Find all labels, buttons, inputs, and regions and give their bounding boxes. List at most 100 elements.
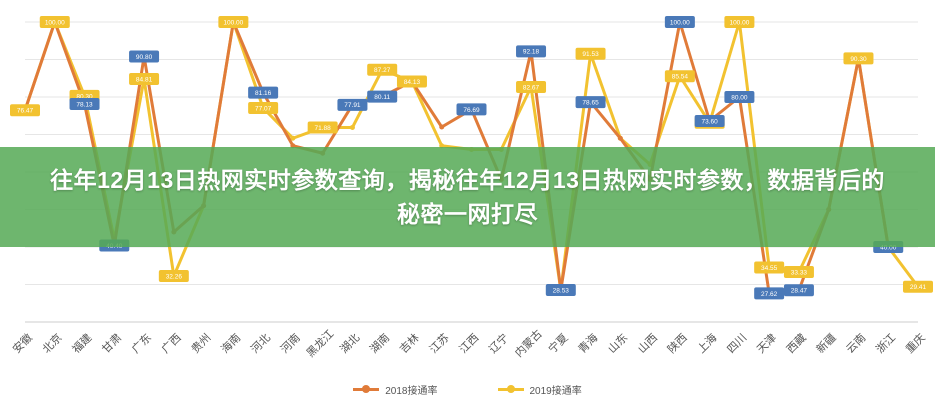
data-label: 27.62 bbox=[754, 287, 785, 300]
data-label-bg bbox=[516, 80, 547, 93]
legend-swatch-2019 bbox=[497, 384, 524, 393]
x-tick-label: 江苏 bbox=[427, 331, 452, 356]
data-label-text: 91.53 bbox=[582, 51, 599, 58]
data-labels: 76.47 100.00 80.30 84.81 32.26 100.00 77.07 71.… bbox=[10, 16, 933, 300]
data-label: 90.80 bbox=[129, 50, 160, 63]
data-label-text: 32.26 bbox=[166, 273, 183, 280]
data-point bbox=[617, 135, 623, 141]
x-tick-label: 湖南 bbox=[367, 331, 392, 356]
data-label: 32.26 bbox=[158, 270, 189, 283]
x-tick-label: 山西 bbox=[635, 331, 660, 356]
data-label-text: 77.91 bbox=[344, 102, 361, 109]
data-point bbox=[349, 124, 355, 130]
data-label-bg bbox=[158, 270, 189, 283]
data-label-bg bbox=[783, 284, 814, 297]
x-tick-label: 宁夏 bbox=[545, 330, 570, 355]
data-label-text: 33.33 bbox=[791, 269, 808, 276]
data-label: 73.60 bbox=[694, 115, 725, 127]
x-tick-label: 西藏 bbox=[784, 331, 809, 356]
data-label-bg bbox=[575, 96, 606, 109]
data-label-bg bbox=[754, 287, 785, 300]
x-tick-label: 贵州 bbox=[189, 331, 214, 356]
data-label: 77.07 bbox=[248, 101, 279, 114]
data-label: 100.00 bbox=[218, 16, 249, 28]
x-tick-label: 广东 bbox=[129, 331, 154, 356]
x-tick-label: 上海 bbox=[694, 330, 719, 355]
data-label-text: 78.65 bbox=[582, 99, 599, 106]
data-label-text: 84.13 bbox=[404, 79, 421, 86]
data-label-bg bbox=[248, 101, 279, 114]
data-label-text: 84.81 bbox=[136, 76, 153, 83]
data-label-text: 34.55 bbox=[761, 265, 778, 272]
data-point bbox=[439, 124, 445, 130]
data-label-bg bbox=[10, 104, 40, 117]
data-label-bg bbox=[724, 91, 755, 103]
data-label: 29.41 bbox=[903, 280, 933, 293]
data-label: 33.33 bbox=[783, 266, 814, 279]
x-tick-label: 广西 bbox=[159, 331, 184, 356]
data-label-text: 92.18 bbox=[523, 49, 540, 56]
legend-item-2019: 2019接通率 bbox=[497, 382, 582, 397]
x-tick-label: 四川 bbox=[725, 332, 749, 356]
data-label-text: 85.54 bbox=[672, 74, 689, 81]
legend-item-2018: 2018接通率 bbox=[353, 382, 438, 397]
data-label-text: 78.13 bbox=[76, 101, 93, 108]
data-label-text: 77.07 bbox=[255, 105, 272, 112]
data-label-text: 82.67 bbox=[523, 84, 540, 91]
data-label-text: 40.00 bbox=[880, 244, 897, 251]
data-label: 78.13 bbox=[69, 98, 100, 111]
data-label-text: 71.88 bbox=[315, 125, 332, 132]
data-label-bg bbox=[694, 115, 725, 127]
title-banner: 往年12月13日热网实时参数查询，揭秘往年12月13日热网实时参数，数据背后的秘… bbox=[0, 147, 935, 247]
banner-title: 往年12月13日热网实时参数查询，揭秘往年12月13日热网实时参数，数据背后的秘… bbox=[50, 167, 885, 227]
data-label-text: 100.00 bbox=[670, 19, 690, 26]
data-label-bg bbox=[664, 70, 695, 83]
data-label-bg bbox=[903, 280, 933, 293]
x-tick-label: 新疆 bbox=[813, 330, 838, 355]
data-label: 90.30 bbox=[843, 52, 874, 65]
data-label-bg bbox=[307, 121, 338, 134]
x-tick-label: 浙江 bbox=[873, 331, 898, 356]
x-tick-labels: 安徽 北京 福建 甘肃 广东 广西 贵州 海南 河北 河南 黑龙江 湖北 湖南 吉林 江苏 江西 辽宁 内蒙古 宁夏… bbox=[9, 327, 927, 360]
data-label-text: 29.41 bbox=[910, 284, 927, 291]
data-label: 84.13 bbox=[396, 75, 427, 88]
data-point bbox=[290, 135, 296, 141]
data-label-bg bbox=[545, 284, 576, 297]
data-label-bg bbox=[843, 52, 874, 65]
data-label-text: 76.47 bbox=[17, 108, 34, 115]
chart-legend: 2018接通率 2019接通率 bbox=[0, 380, 935, 398]
x-tick-label: 青海 bbox=[575, 330, 600, 355]
data-label-text: 81.16 bbox=[255, 90, 272, 97]
x-tick-label: 北京 bbox=[39, 330, 64, 355]
data-label: 78.65 bbox=[575, 96, 606, 109]
x-tick-label: 云南 bbox=[844, 331, 869, 356]
x-tick-label: 湖北 bbox=[338, 331, 363, 356]
data-label: 85.54 bbox=[664, 70, 695, 83]
data-label-bg bbox=[218, 16, 249, 28]
data-label-text: 100.00 bbox=[729, 19, 749, 26]
x-tick-label: 福建 bbox=[69, 330, 94, 355]
data-label: 100.00 bbox=[39, 16, 70, 28]
data-label-bg bbox=[783, 266, 814, 279]
data-label: 100.00 bbox=[724, 16, 755, 28]
data-label-bg bbox=[69, 98, 100, 111]
data-label: 80.11 bbox=[367, 90, 398, 103]
data-label: 81.16 bbox=[248, 86, 279, 99]
data-label: 34.55 bbox=[754, 261, 785, 274]
data-label: 87.27 bbox=[367, 63, 398, 76]
data-label: 76.47 bbox=[10, 104, 40, 117]
data-label-bg bbox=[396, 75, 427, 88]
legend-label-2018: 2018接通率 bbox=[385, 385, 438, 397]
legend-label-2019: 2019接通率 bbox=[529, 385, 582, 397]
data-label: 82.67 bbox=[516, 80, 547, 93]
data-label-bg bbox=[664, 16, 695, 28]
data-label-text: 76.69 bbox=[463, 107, 480, 114]
data-label-bg bbox=[129, 72, 160, 85]
data-label-text: 80.30 bbox=[76, 93, 93, 100]
data-label: 92.18 bbox=[516, 45, 547, 58]
x-tick-label: 江西 bbox=[457, 331, 482, 356]
x-tick-label: 陕西 bbox=[664, 330, 689, 355]
data-label: 84.81 bbox=[129, 72, 160, 85]
data-label-bg bbox=[575, 47, 606, 60]
